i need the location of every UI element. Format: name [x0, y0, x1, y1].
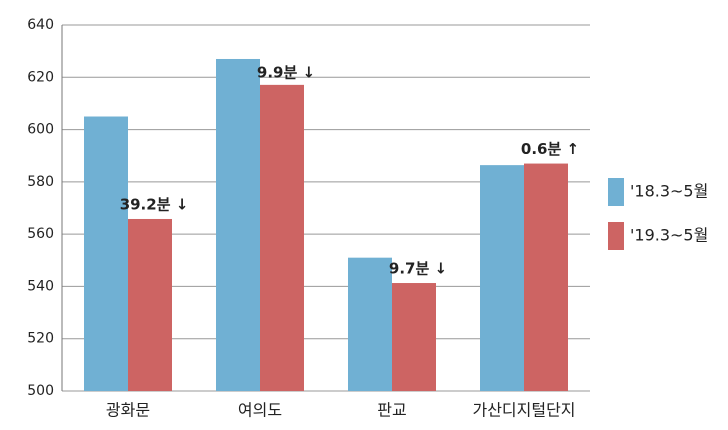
- y-tick-label: 540: [27, 278, 54, 294]
- legend-swatch: [608, 222, 624, 250]
- y-tick-label: 640: [27, 17, 54, 33]
- bar: [84, 116, 128, 391]
- bar: [348, 257, 392, 391]
- x-tick-label: 광화문: [106, 401, 150, 420]
- legend-label: '18.3~5월: [630, 182, 708, 201]
- annotation: 39.2분 ↓: [120, 195, 189, 213]
- bar: [524, 163, 568, 391]
- y-tick-label: 520: [27, 331, 54, 347]
- x-tick-label: 판교: [377, 401, 406, 420]
- x-tick-label: 가산디지털단지: [472, 401, 575, 420]
- bar: [480, 165, 524, 391]
- x-tick-label: 여의도: [238, 401, 282, 420]
- bar: [216, 58, 260, 391]
- annotation: 0.6분 ↑: [521, 140, 579, 158]
- annotation: 9.9분 ↓: [257, 63, 315, 81]
- y-tick-label: 600: [27, 122, 54, 138]
- legend-label: '19.3~5월: [630, 226, 708, 245]
- y-tick-label: 620: [27, 69, 54, 85]
- y-tick-label: 580: [27, 174, 54, 190]
- y-tick-label: 560: [27, 226, 54, 242]
- y-tick-label: 500: [27, 383, 54, 399]
- bar: [260, 84, 304, 392]
- legend-swatch: [608, 178, 624, 206]
- annotation: 9.7분 ↓: [389, 260, 447, 278]
- bar: [128, 218, 172, 391]
- bar: [392, 283, 436, 391]
